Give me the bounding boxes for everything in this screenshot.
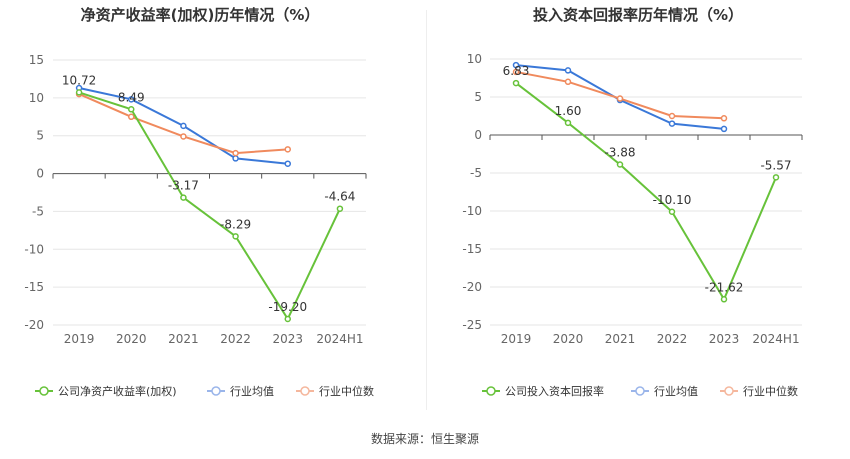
- legend-label: 行业中位数: [743, 384, 798, 398]
- legend-marker: [39, 386, 49, 396]
- legend-item: 公司净资产收益率(加权): [35, 384, 177, 398]
- data-label: -3.88: [604, 145, 635, 159]
- series-line: [515, 82, 777, 302]
- roic-chart: 投入资本回报率历年情况（%） 10 5 0 -5 -10 -15 -20 -25 2019 2020…: [462, 6, 803, 398]
- legend-label: 行业中位数: [319, 384, 374, 398]
- chart-title: 净资产收益率(加权)历年情况（%）: [81, 6, 320, 24]
- legend-marker: [211, 386, 221, 396]
- chart-title: 投入资本回报率历年情况（%）: [533, 6, 743, 24]
- y-tick-label: 0: [474, 128, 482, 142]
- series-point: [720, 125, 728, 133]
- data-label: -8.29: [220, 217, 251, 231]
- series-point: [128, 96, 135, 103]
- x-tick-label: 2023: [272, 332, 303, 346]
- roe-chart: 净资产收益率(加权)历年情况（%） 15 10 5 0 -5 -10 -15 -20 2019 20…: [24, 6, 374, 398]
- legend-item: 行业均值: [631, 385, 698, 398]
- y-tick-label: 5: [36, 129, 44, 143]
- legend-item: 行业中位数: [720, 384, 798, 398]
- y-tick-label: -5: [32, 204, 44, 218]
- series-point: [564, 67, 572, 74]
- x-tick-label: 2022: [657, 332, 688, 346]
- x-tick-label: 2020: [116, 332, 147, 346]
- y-tick-label: -10: [24, 242, 44, 256]
- series-point: [772, 174, 780, 181]
- series-point: [668, 120, 676, 127]
- legend-item: 行业均值: [207, 385, 274, 398]
- series-point: [668, 112, 676, 120]
- data-label: 8.49: [118, 90, 145, 104]
- legend-label: 公司投入资本回报率: [505, 384, 604, 398]
- series-point: [564, 119, 572, 127]
- series-point: [720, 115, 728, 122]
- data-source-note: 数据来源：恒生聚源: [370, 432, 479, 446]
- data-label: -21.62: [705, 280, 744, 294]
- series-point: [128, 113, 135, 121]
- y-tick-label: 15: [29, 53, 44, 67]
- series-point: [180, 122, 187, 130]
- legend-marker: [724, 386, 734, 396]
- series-point: [564, 78, 572, 86]
- series-point: [128, 106, 135, 113]
- legend-marker: [635, 386, 645, 396]
- x-tick-label: 2023: [709, 332, 740, 346]
- data-label: -4.64: [324, 190, 355, 204]
- legend-item: 公司投入资本回报率: [482, 384, 604, 398]
- series-line: [78, 91, 341, 322]
- data-label: -10.10: [653, 193, 692, 207]
- x-tick-label: 2019: [501, 332, 532, 346]
- x-tick-label: 2022: [220, 332, 251, 346]
- series-point: [180, 194, 187, 201]
- y-tick-label: -25: [462, 318, 482, 332]
- data-label: -3.17: [168, 179, 199, 193]
- legend-marker: [486, 386, 496, 396]
- x-tick-label: 2019: [64, 332, 95, 346]
- y-tick-label: 10: [467, 52, 482, 66]
- y-tick-label: -5: [470, 166, 482, 180]
- y-tick-label: -20: [462, 280, 482, 294]
- series-point: [284, 160, 291, 167]
- x-tick-label: 2024H1: [316, 332, 363, 346]
- legend-marker: [300, 386, 310, 396]
- series-point: [512, 79, 520, 87]
- series-point: [512, 61, 520, 69]
- legend-item: 行业中位数: [296, 384, 374, 398]
- y-tick-label: -20: [24, 318, 44, 332]
- series-point: [512, 68, 520, 76]
- series-point: [720, 296, 728, 303]
- series-point: [284, 315, 291, 323]
- x-tick-label: 2021: [168, 332, 199, 346]
- y-tick-label: -15: [24, 280, 44, 294]
- chart-divider: [426, 10, 427, 410]
- legend-label: 公司净资产收益率(加权): [58, 384, 177, 398]
- series-point: [75, 89, 83, 96]
- series-point: [232, 233, 239, 240]
- legend-label: 行业均值: [230, 385, 274, 398]
- series-point: [284, 146, 291, 153]
- series-point: [232, 155, 239, 162]
- x-tick-label: 2024H1: [752, 332, 799, 346]
- data-label: 1.60: [555, 104, 582, 118]
- x-tick-label: 2020: [553, 332, 584, 346]
- data-label: 6.83: [503, 64, 530, 78]
- data-label: -19.20: [268, 300, 307, 314]
- series-point: [616, 161, 624, 168]
- series-point: [616, 95, 624, 102]
- series-line: [515, 70, 725, 120]
- data-label: -5.57: [760, 158, 791, 172]
- data-label: 10.72: [62, 73, 96, 87]
- y-tick-label: 10: [29, 91, 44, 105]
- series-point: [180, 133, 187, 140]
- series-point: [668, 208, 676, 216]
- series-point: [336, 205, 344, 212]
- y-tick-label: -10: [462, 204, 482, 218]
- y-tick-label: 0: [36, 167, 44, 181]
- y-tick-label: 5: [474, 90, 482, 104]
- legend-label: 行业均值: [654, 385, 698, 398]
- x-tick-label: 2021: [605, 332, 636, 346]
- series-point: [232, 149, 239, 157]
- y-tick-label: -15: [462, 242, 482, 256]
